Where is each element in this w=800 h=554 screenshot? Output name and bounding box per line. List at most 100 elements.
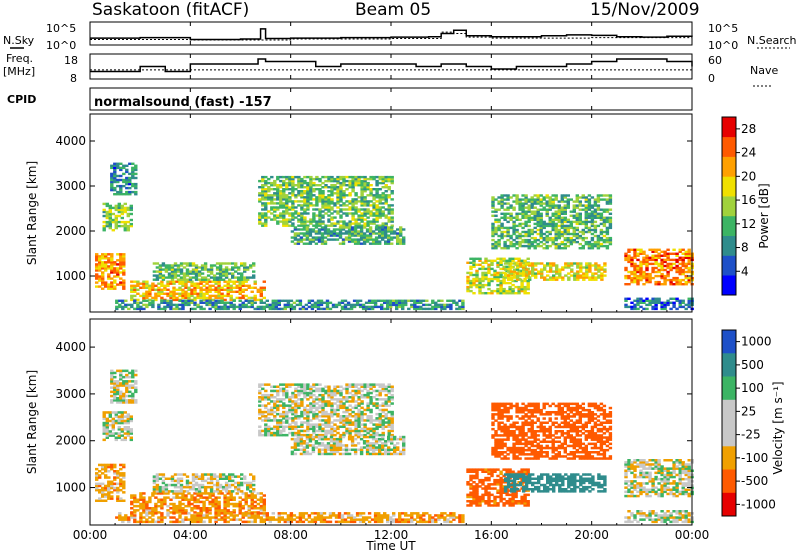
power-cell — [518, 244, 522, 248]
power-cell — [271, 305, 275, 309]
power-cell — [208, 280, 212, 283]
power-cell — [627, 258, 631, 262]
power-cell — [323, 230, 328, 233]
power-cell — [555, 266, 559, 269]
power-cell — [303, 198, 307, 201]
velocity-cell — [120, 417, 124, 421]
power-cell — [605, 230, 610, 234]
power-cell — [148, 290, 152, 293]
power-cell — [633, 256, 637, 259]
velocity-cell — [104, 493, 108, 496]
velocity-cell — [194, 483, 199, 487]
power-cell — [250, 290, 254, 293]
velocity-cell — [117, 421, 121, 425]
power-cell — [244, 284, 248, 287]
power-cell — [354, 206, 358, 209]
velocity-cell — [152, 485, 157, 489]
power-cell — [370, 305, 375, 309]
power-cell — [249, 264, 253, 267]
velocity-cell — [175, 504, 179, 508]
power-cell — [472, 265, 476, 268]
velocity-cell — [258, 389, 262, 393]
velocity-cell — [262, 502, 266, 506]
power-cell — [387, 240, 391, 243]
power-cell — [231, 272, 235, 275]
power-cell — [270, 212, 274, 215]
power-cell — [152, 270, 157, 273]
power-cell — [390, 179, 394, 183]
power-cell — [327, 194, 331, 197]
power-cell — [487, 269, 491, 273]
power-cell — [308, 230, 313, 233]
power-cell — [413, 307, 417, 311]
velocity-cell — [107, 480, 111, 483]
power-cell — [478, 281, 482, 285]
power-cell — [596, 216, 601, 219]
power-cell — [126, 226, 130, 230]
power-cell — [587, 212, 592, 215]
power-cell — [651, 299, 655, 302]
velocity-cell — [327, 389, 331, 393]
power-cell — [384, 202, 388, 205]
power-cell — [636, 307, 640, 311]
power-cell — [187, 299, 191, 302]
power-cell — [116, 263, 120, 266]
power-cell — [366, 210, 370, 213]
velocity-cell — [258, 383, 262, 386]
power-cell — [108, 224, 112, 228]
power-cell — [173, 268, 178, 271]
power-cell — [582, 274, 586, 277]
power-cell — [398, 303, 402, 307]
velocity-cell — [339, 415, 343, 418]
power-cell — [602, 222, 607, 226]
power-cell — [561, 276, 565, 279]
power-cell — [148, 301, 152, 304]
power-cell — [630, 262, 634, 266]
power-cell — [575, 196, 579, 199]
power-cell — [202, 307, 206, 311]
power-cell — [373, 299, 378, 302]
velocity-cell — [315, 408, 319, 412]
velocity-cell — [161, 485, 166, 489]
power-cell — [226, 301, 230, 304]
velocity-cell — [333, 433, 337, 437]
velocity-cell — [262, 509, 266, 512]
power-cell — [563, 224, 567, 228]
power-cell — [509, 212, 513, 215]
power-cell — [576, 262, 580, 265]
power-cell — [300, 179, 304, 183]
power-cell — [434, 303, 438, 307]
power-cell — [344, 226, 349, 229]
velocity-cell — [273, 406, 277, 410]
velocity-cell — [327, 412, 331, 416]
velocity-cell — [327, 415, 331, 418]
power-cell — [327, 190, 331, 193]
power-cell — [226, 307, 230, 311]
power-cell — [128, 178, 132, 182]
power-cell — [339, 198, 343, 201]
power-cell — [440, 303, 444, 307]
power-cell — [500, 247, 504, 250]
freq-label: Freq. — [6, 52, 33, 65]
velocity-cell — [163, 502, 167, 506]
power-cell — [241, 303, 245, 307]
power-cell — [608, 196, 613, 199]
velocity-cell — [98, 463, 102, 467]
velocity-cell — [339, 391, 343, 395]
power-cell — [545, 238, 549, 242]
power-cell — [390, 177, 394, 181]
velocity-cell — [129, 432, 133, 435]
velocity-cell — [300, 385, 304, 388]
power-cell — [587, 204, 592, 207]
velocity-cell — [279, 400, 283, 403]
power-cell — [518, 208, 522, 211]
velocity-cell — [185, 483, 190, 487]
power-cell — [185, 274, 190, 277]
power-cell — [312, 177, 316, 181]
power-cell — [431, 301, 435, 304]
power-cell — [384, 208, 388, 211]
power-cell — [537, 262, 541, 265]
velocity-cell — [161, 488, 166, 491]
velocity-cell — [104, 484, 108, 488]
power-cell — [110, 186, 114, 190]
